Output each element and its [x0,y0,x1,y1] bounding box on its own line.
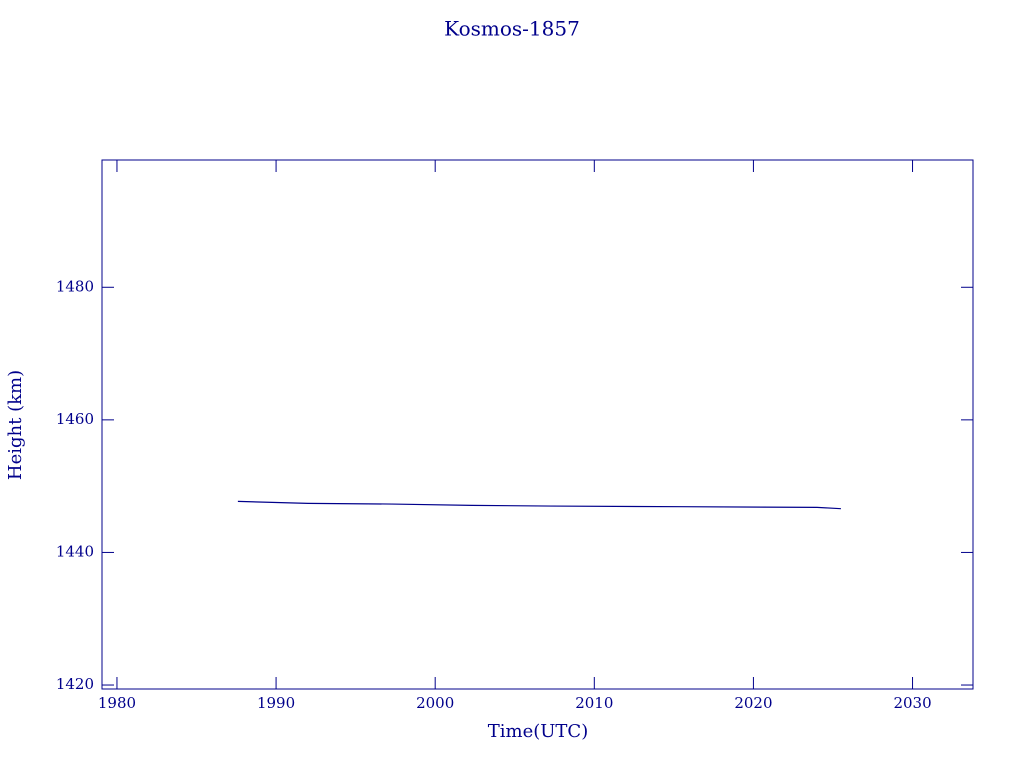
y-tick-label: 1440 [56,542,94,560]
x-tick-label: 2000 [416,694,454,712]
x-tick-label: 2010 [575,694,613,712]
y-tick-label: 1420 [56,675,94,693]
chart-title: Kosmos-1857 [444,17,580,41]
x-tick-label: 2020 [734,694,772,712]
x-axis-label: Time(UTC) [488,721,588,742]
plot-frame [101,159,974,690]
y-tick-label: 1480 [56,277,94,295]
x-tick-label: 2030 [893,694,931,712]
y-axis-label: Height (km) [5,370,26,480]
data-line [237,500,841,510]
x-tick-label: 1980 [98,694,136,712]
y-tick-label: 1460 [56,410,94,428]
x-tick-label: 1990 [257,694,295,712]
